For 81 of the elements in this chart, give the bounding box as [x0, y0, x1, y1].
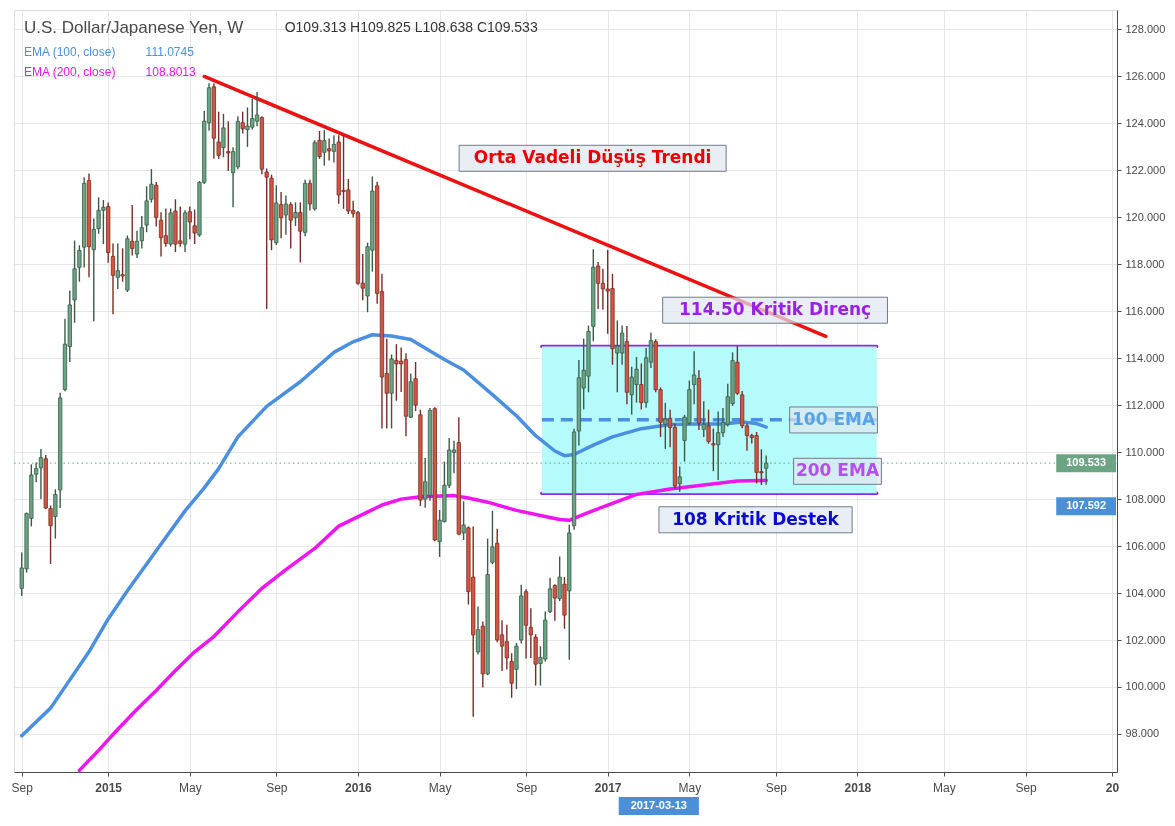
- text: O109.313 H109.825 L108.638 C109.533: [284, 19, 538, 35]
- candlestick: [706, 409, 711, 444]
- candlestick: [91, 218, 96, 322]
- candlestick: [711, 428, 716, 472]
- candlestick: [327, 138, 332, 161]
- candlestick: [331, 135, 337, 163]
- x-tick-label: May: [428, 780, 452, 795]
- text: EMA (200, close): [24, 65, 116, 79]
- x-tick-label: Sep: [266, 780, 288, 795]
- line-series: [77, 478, 768, 772]
- candlestick: [283, 195, 288, 235]
- candlestick: [288, 202, 293, 249]
- y-tick-label: 118.000: [1125, 257, 1165, 270]
- annotation: 108.8013: [145, 65, 196, 79]
- ref-line-label: 109.533: [1066, 456, 1107, 469]
- candlestick: [134, 230, 140, 258]
- candlestick: [475, 606, 481, 655]
- candlestick: [317, 130, 322, 159]
- x-tick-label: 2018: [844, 780, 872, 795]
- x-tick-label: May: [678, 780, 702, 795]
- candlestick: [221, 113, 226, 158]
- x-tick-label: Sep: [515, 780, 538, 795]
- y-tick-label: 128.000: [1125, 22, 1166, 35]
- x-tick-label: Sep: [1015, 780, 1038, 795]
- annotation: 100 EMA: [791, 408, 876, 429]
- candlestick: [461, 501, 466, 540]
- candlestick: [552, 584, 557, 621]
- candlestick: [130, 204, 135, 256]
- y-tick-label: 120.000: [1125, 210, 1166, 223]
- annotation: 108 Kritik Destek: [672, 508, 840, 529]
- x-tick-label: Sep: [765, 780, 788, 795]
- y-tick-label: 112.000: [1125, 398, 1165, 411]
- candlestick: [307, 179, 313, 211]
- candlestick: [514, 642, 519, 690]
- candlestick: [639, 363, 644, 410]
- candlestick: [547, 577, 553, 614]
- y-tick-label: 122.000: [1125, 163, 1166, 176]
- y-tick-label: 116.000: [1125, 304, 1165, 317]
- y-tick-label: 124.000: [1125, 116, 1166, 129]
- candlestick: [149, 168, 154, 203]
- annotation: 114.50 Kritik Direnç: [679, 299, 872, 320]
- candlestick: [293, 202, 298, 227]
- candlestick: [701, 401, 706, 437]
- candlestick: [115, 243, 120, 289]
- candlestick: [120, 248, 125, 282]
- candlestick: [226, 121, 231, 172]
- annotation: 200 EMA: [795, 460, 880, 481]
- candlestick: [490, 510, 495, 565]
- x-tick-label: 20: [1105, 780, 1120, 795]
- candlestick: [240, 111, 245, 134]
- x-tick-label: 2016: [345, 780, 373, 795]
- annotation: 111.0745: [145, 45, 195, 59]
- candlestick: [677, 466, 682, 492]
- text: U.S. Dollar/Japanese Yen, W: [24, 18, 244, 37]
- text: 2017-03-13: [630, 799, 687, 811]
- candlestick: [298, 202, 303, 263]
- candlestick: [663, 402, 668, 449]
- y-tick-label: 114.000: [1125, 351, 1165, 364]
- y-tick-label: 108.000: [1125, 492, 1166, 505]
- candlestick: [192, 209, 197, 245]
- x-tick-label: May: [933, 780, 956, 795]
- x-tick-label: 2015: [95, 780, 123, 795]
- y-tick-label: 98.000: [1125, 727, 1160, 740]
- y-tick-label: 102.000: [1125, 633, 1166, 646]
- y-tick-label: 100.000: [1125, 680, 1166, 693]
- candlestick: [279, 191, 284, 239]
- text: EMA (100, close): [24, 45, 116, 59]
- annotation: Orta Vadeli Düşüş Trendi: [473, 147, 712, 168]
- candlestick: [595, 261, 601, 309]
- candlestick: [615, 320, 620, 393]
- candlestick: [557, 556, 562, 602]
- candlestick: [322, 130, 327, 166]
- x-tick-label: 2017: [594, 780, 622, 795]
- candlestick: [254, 91, 260, 127]
- y-tick-label: 110.000: [1125, 445, 1165, 458]
- annotation: 107.592: [1066, 499, 1107, 512]
- x-tick-label: Sep: [11, 780, 34, 795]
- y-tick-label: 104.000: [1125, 586, 1166, 599]
- y-tick-label: 126.000: [1125, 69, 1166, 82]
- y-tick-label: 106.000: [1125, 539, 1166, 552]
- x-tick-label: May: [179, 780, 202, 795]
